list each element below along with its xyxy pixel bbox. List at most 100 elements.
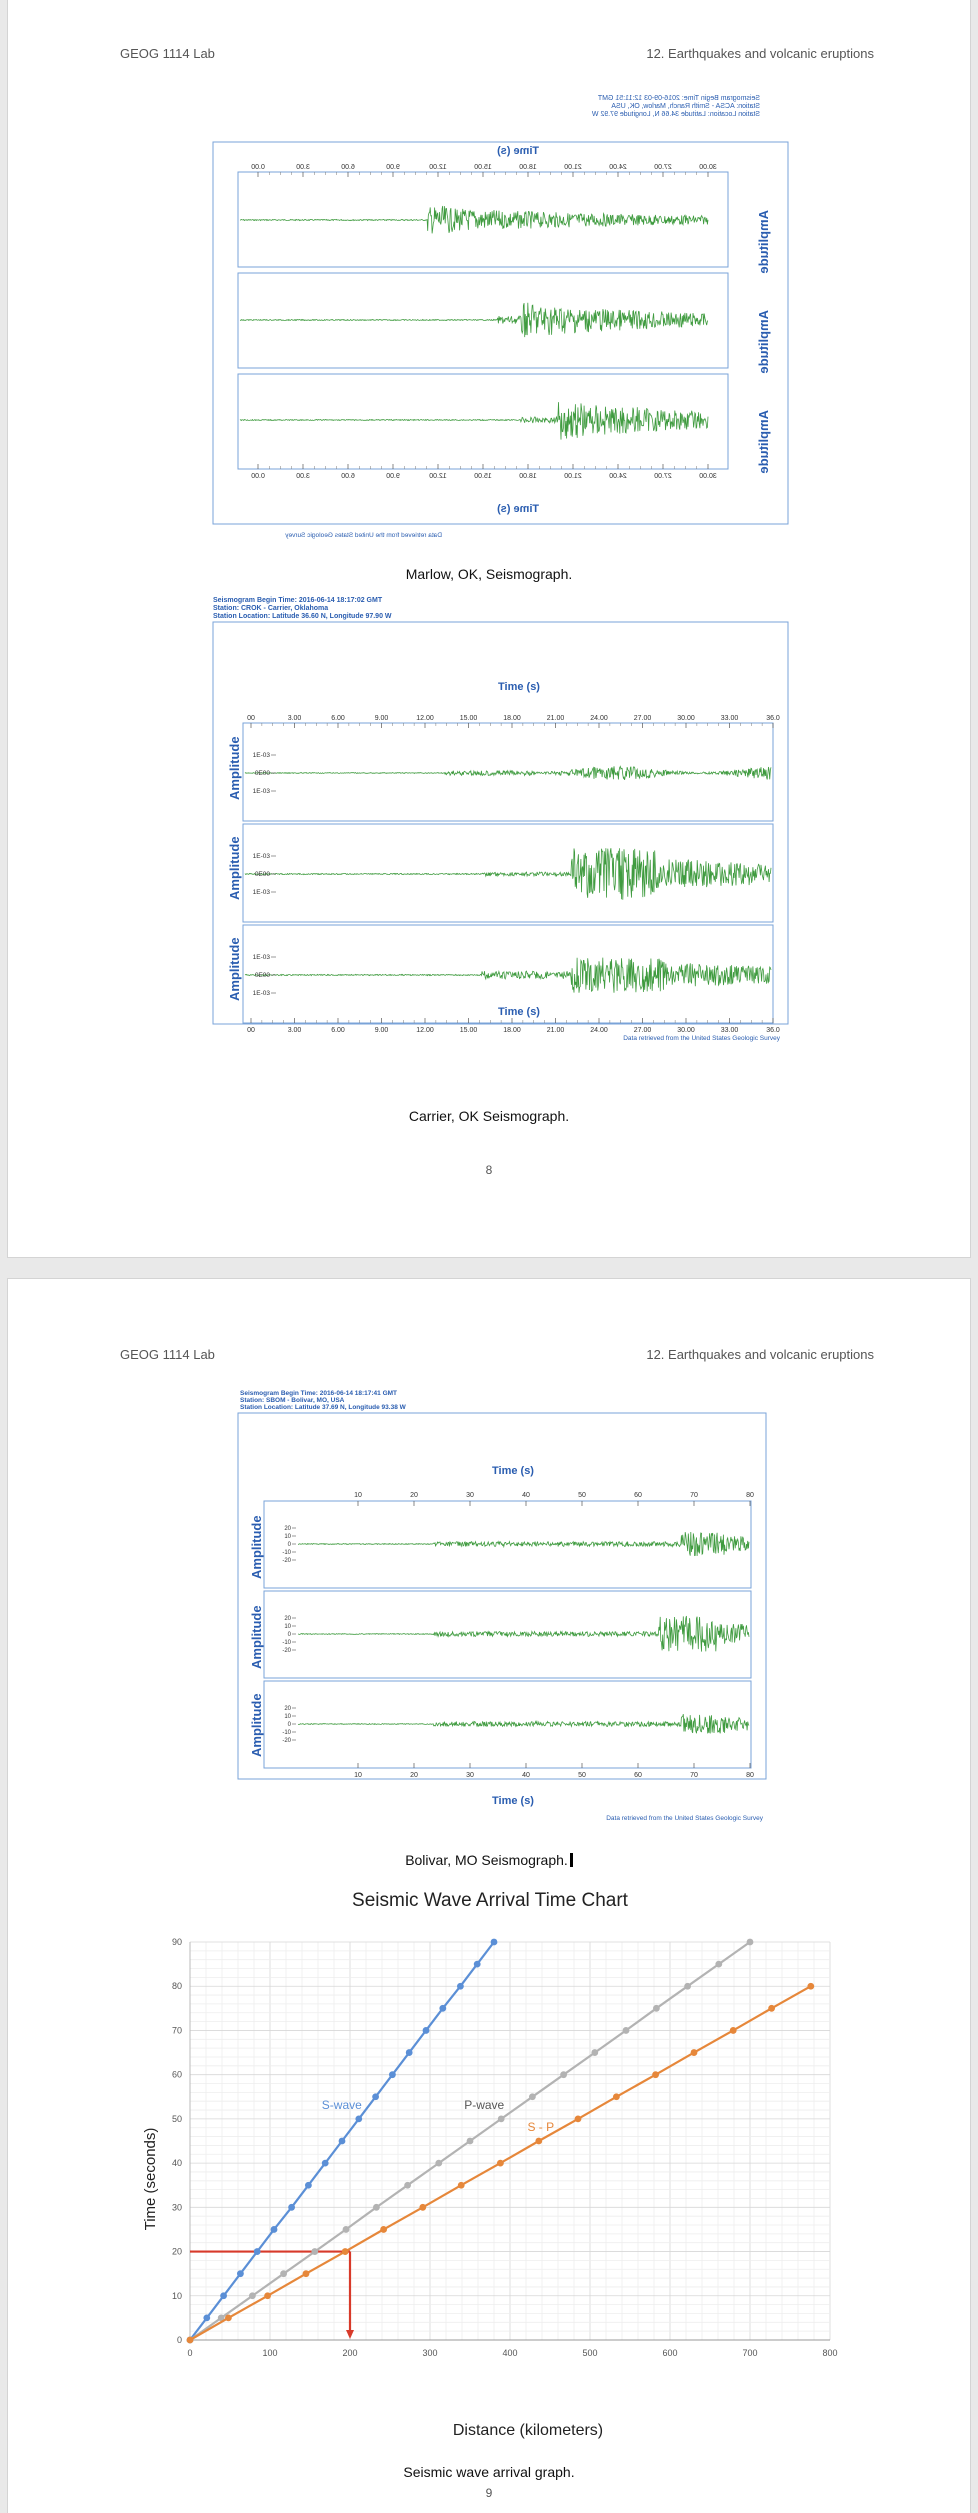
data-point [280, 2270, 287, 2278]
time-tick-label: 27.00 [634, 715, 652, 722]
bolivar-info-3: Station Location: Latitude 37.69 N, Long… [240, 1404, 407, 1411]
time-tick-label: 60 [634, 1492, 642, 1499]
bolivar-amp-3: Amplitude [249, 1693, 264, 1757]
series-label: S-wave [322, 2098, 362, 2112]
carrier-caption: Carrier, OK Seismograph. [408, 1108, 570, 1124]
x-tick-label: 600 [662, 2348, 677, 2358]
time-tick-label: 30 [466, 1772, 474, 1779]
bolivar-amp-1: Amplitude [249, 1515, 264, 1579]
bolivar-info-2: Station: SBOM - Bolivar, MO, USA [240, 1397, 345, 1404]
series-label: P-wave [464, 2098, 504, 2112]
carrier-trace-2 [244, 848, 772, 900]
data-point [338, 2137, 346, 2145]
time-tick-label: 15.00 [460, 715, 478, 722]
marlow-trace-1 [239, 205, 709, 234]
data-point [457, 1982, 464, 1990]
chart-xlabel: Distance (kilometers) [453, 2422, 603, 2439]
annotation-arrow-head [346, 2330, 354, 2339]
time-tick-label: 6.00 [331, 715, 345, 722]
amplitude-tick-label: -20 [282, 1648, 291, 1654]
y-tick-label: 30 [172, 2202, 182, 2212]
data-point [217, 2314, 225, 2322]
amplitude-tick-label: 20 [284, 1616, 291, 1622]
data-point [574, 2115, 582, 2123]
data-point [439, 2004, 447, 2012]
data-point [622, 2027, 630, 2034]
time-tick-label: 24.00 [609, 473, 627, 480]
amplitude-tick-label: -20 [282, 1738, 291, 1744]
time-tick-label: 27.00 [654, 164, 672, 171]
amplitude-tick-label: 1E-03 [253, 889, 271, 896]
data-point [746, 1938, 754, 1946]
carrier-info-2: Station: CROK - Carrier, Oklahoma [213, 605, 328, 612]
time-tick-label: 18.00 [519, 164, 537, 171]
arrival-time-chart: Seismic Wave Arrival Time Chart 0 100 200 3… [142, 1890, 838, 2439]
amplitude-tick-label: 10 [284, 1534, 291, 1540]
data-point [220, 2292, 228, 2300]
time-tick-label: 24.00 [590, 715, 608, 722]
data-point [435, 2159, 443, 2167]
bolivar-time-label-bottom: Time (s) [492, 1795, 534, 1807]
time-tick-label: 30.00 [677, 715, 695, 722]
data-point [405, 2049, 413, 2056]
marlow-info-3: Station Location: Latitude 34.66 N, Long… [591, 111, 760, 118]
time-tick-label: 6.00 [341, 164, 355, 171]
data-point [249, 2292, 256, 2300]
x-tick-label: 500 [582, 2348, 597, 2358]
x-tick-label: 700 [742, 2348, 757, 2358]
amplitude-tick-label: 20 [284, 1526, 291, 1532]
marlow-time-label-top: Time (s) [497, 145, 539, 157]
bolivar-amp-2: Amplitude [249, 1605, 264, 1669]
time-tick-label: 10 [354, 1492, 362, 1499]
data-point [342, 2226, 350, 2233]
bolivar-trace-2 [297, 1615, 750, 1652]
y-tick-label: 60 [172, 2070, 182, 2080]
data-point [535, 2137, 543, 2145]
y-tick-label: 20 [172, 2247, 182, 2257]
data-point [373, 2203, 380, 2211]
amplitude-tick-label: 0E00 [255, 972, 271, 979]
bolivar-caption: Bolivar, MO Seismograph. [405, 1852, 568, 1868]
time-tick-label: 27.00 [654, 473, 672, 480]
carrier-amp-2: Amplitude [227, 836, 242, 900]
time-tick-label: 00 [247, 715, 255, 722]
x-tick-label: 800 [822, 2348, 837, 2358]
data-point [652, 2071, 659, 2079]
amplitude-tick-label: 0 [288, 1632, 292, 1638]
time-tick-label: 33.00 [721, 1027, 739, 1034]
time-tick-label: 40 [522, 1492, 530, 1499]
carrier-seismograph: Seismogram Begin Time: 2016-06-14 18:17:… [212, 597, 789, 1042]
time-tick-label: 80 [746, 1772, 754, 1779]
graph-caption: Seismic wave arrival graph. [403, 2464, 575, 2480]
time-tick-label: 36.0 [766, 1027, 780, 1034]
bolivar-time-label-top: Time (s) [492, 1465, 534, 1477]
time-tick-label: 40 [522, 1772, 530, 1779]
bolivar-credit: Data retrieved from the United States Ge… [606, 1815, 764, 1822]
time-tick-label: 15.00 [474, 473, 492, 480]
time-tick-label: 9.00 [375, 1027, 389, 1034]
data-point [690, 2049, 698, 2056]
y-tick-label: 50 [172, 2114, 182, 2124]
document-page-9: GEOG 1114 Lab 12. Earthquakes and volcan… [8, 1279, 970, 2513]
amplitude-tick-label: 10 [284, 1624, 291, 1630]
amplitude-tick-label: 1E-03 [253, 752, 271, 759]
time-tick-label: 70 [690, 1492, 698, 1499]
marlow-amp-2: Amplitude [756, 310, 771, 374]
y-tick-label: 0 [177, 2335, 182, 2345]
x-tick-label: 300 [422, 2348, 437, 2358]
time-tick-label: 0.00 [251, 473, 265, 480]
time-tick-label: 80 [746, 1492, 754, 1499]
time-tick-label: 50 [578, 1772, 586, 1779]
series-label: S - P [527, 2120, 554, 2134]
marlow-info-1: Seismogram Begin Time: 2016-09-03 12:11:… [597, 95, 760, 102]
amplitude-tick-label: -10 [282, 1730, 291, 1736]
time-tick-label: 21.00 [547, 1027, 565, 1034]
time-tick-label: 6.00 [331, 1027, 345, 1034]
y-tick-label: 70 [172, 2025, 182, 2035]
time-tick-label: 10 [354, 1772, 362, 1779]
data-point [311, 2248, 319, 2255]
time-tick-label: 21.00 [547, 715, 565, 722]
marlow-trace-3 [239, 402, 709, 440]
time-tick-label: 15.00 [474, 164, 492, 171]
data-point [422, 2027, 430, 2034]
